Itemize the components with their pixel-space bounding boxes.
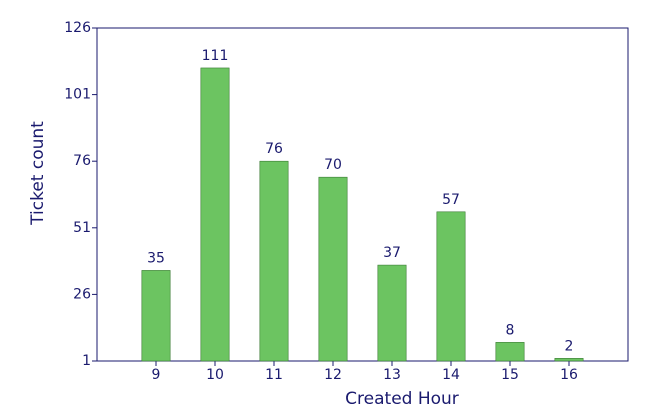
y-axis-label: Ticket count <box>28 121 48 226</box>
y-tick-label: 76 <box>73 153 91 169</box>
value-label: 35 <box>147 250 165 266</box>
value-label: 8 <box>506 322 515 338</box>
y-tick-label: 1 <box>82 353 91 369</box>
y-tick-label: 51 <box>73 220 91 236</box>
value-label: 37 <box>383 245 401 261</box>
x-tick-label: 11 <box>265 367 283 383</box>
x-tick-label: 14 <box>442 367 460 383</box>
x-axis-label: Created Hour <box>345 389 459 409</box>
x-tick-label: 10 <box>206 367 224 383</box>
y-tick-label: 26 <box>73 286 91 302</box>
bar <box>318 176 348 362</box>
value-label: 57 <box>442 192 460 208</box>
bar <box>554 358 584 362</box>
bar <box>436 211 466 362</box>
plot-frame <box>96 27 629 362</box>
x-tick-label: 15 <box>501 367 519 383</box>
bar <box>141 270 171 362</box>
x-tick-label: 13 <box>383 367 401 383</box>
value-label: 70 <box>324 157 342 173</box>
value-label: 111 <box>202 48 229 64</box>
y-tick-label: 101 <box>64 87 91 103</box>
bar <box>259 160 289 362</box>
bar <box>495 342 525 362</box>
value-label: 2 <box>565 338 574 354</box>
x-tick-label: 16 <box>560 367 578 383</box>
value-label: 76 <box>265 141 283 157</box>
bar <box>377 264 407 362</box>
bar <box>200 67 230 362</box>
x-tick-label: 12 <box>324 367 342 383</box>
y-tick-label: 126 <box>64 20 91 36</box>
x-tick-label: 9 <box>152 367 161 383</box>
